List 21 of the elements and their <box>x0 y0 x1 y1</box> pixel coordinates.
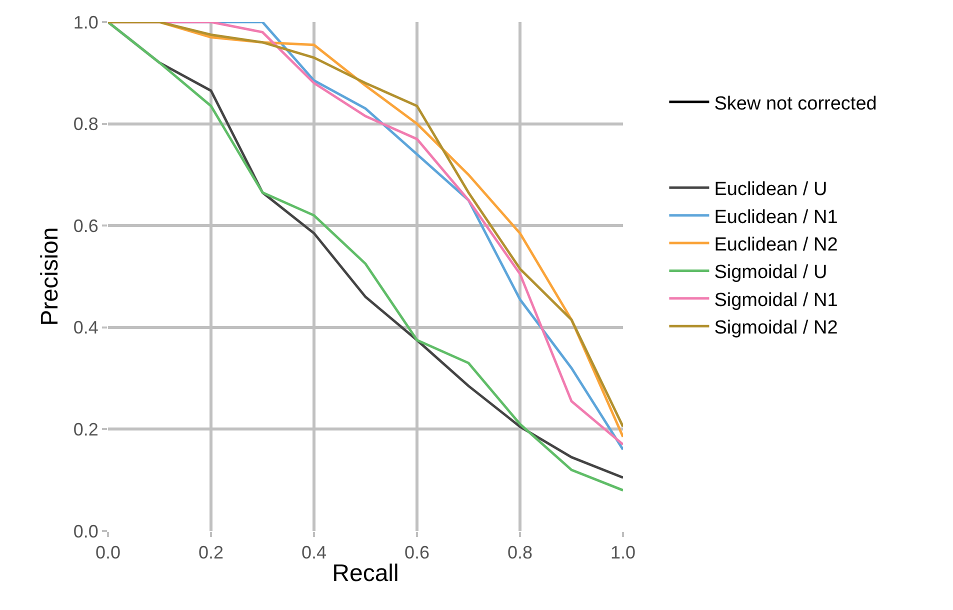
y-tick-label: 1.0 <box>73 12 98 32</box>
y-tick-label: 0.4 <box>73 318 98 338</box>
y-tick-label: 0.6 <box>73 216 98 236</box>
y-tick-label: 0.8 <box>73 114 98 134</box>
x-tick-label: 0.8 <box>507 542 533 563</box>
x-tick-label: 0.0 <box>95 542 121 563</box>
legend-label: Skew not corrected <box>714 93 877 114</box>
legend-label: Euclidean / N1 <box>714 206 838 228</box>
legend-label: Sigmoidal / U <box>714 262 828 284</box>
legend-label: Euclidean / N2 <box>714 234 838 256</box>
x-tick-label: 0.2 <box>198 542 224 563</box>
legend-label: Sigmoidal / N1 <box>714 290 838 311</box>
y-tick-label: 0.2 <box>73 420 98 440</box>
legend-label: Sigmoidal / N2 <box>714 318 838 339</box>
x-axis-title: Recall <box>332 560 399 587</box>
x-tick-label: 0.6 <box>404 542 430 563</box>
x-tick-label: 1.0 <box>610 542 636 563</box>
legend-label: Euclidean / U <box>714 179 828 200</box>
y-axis-title: Precision <box>36 227 64 326</box>
x-tick-label: 0.4 <box>301 542 327 563</box>
y-tick-label: 0.0 <box>73 521 98 542</box>
